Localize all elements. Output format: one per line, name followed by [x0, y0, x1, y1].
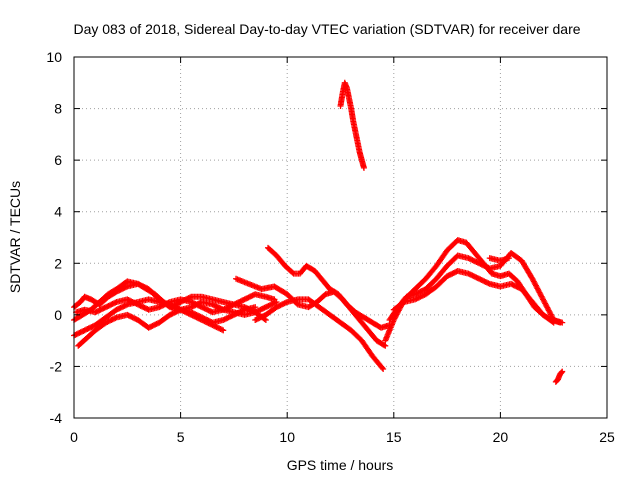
- y-tick-label: -2: [50, 358, 63, 374]
- series-track-g: [265, 244, 393, 331]
- grid: [74, 57, 607, 418]
- x-tick-label: 15: [386, 429, 402, 445]
- data-point: [273, 298, 280, 305]
- y-axis-ticks: -4 -2 0 2 4 6 8 10: [46, 49, 607, 426]
- y-tick-label: -4: [50, 410, 63, 426]
- y-tick-label: 2: [54, 255, 62, 271]
- data-point: [505, 255, 512, 262]
- data-point: [559, 368, 566, 375]
- data-point: [559, 319, 566, 326]
- x-tick-label: 0: [70, 429, 78, 445]
- data-point: [379, 364, 386, 371]
- series-track-n: [552, 368, 566, 385]
- data-point: [360, 164, 367, 171]
- y-tick-label: 4: [54, 204, 62, 220]
- series-track-k: [386, 249, 566, 326]
- series-track-i: [337, 79, 367, 171]
- data-point: [558, 369, 565, 376]
- series-track-h: [252, 296, 387, 373]
- y-tick-label: 8: [54, 101, 62, 117]
- data-point: [400, 299, 407, 306]
- x-tick-label: 10: [279, 429, 295, 445]
- plot-frame: [73, 56, 608, 419]
- x-tick-label: 20: [493, 429, 509, 445]
- x-tick-label: 5: [177, 429, 185, 445]
- data-point: [549, 318, 556, 325]
- series-track-e: [73, 296, 269, 324]
- y-tick-label: 6: [54, 152, 62, 168]
- data-point: [550, 319, 557, 326]
- data-points: [71, 79, 566, 385]
- data-point: [380, 366, 387, 373]
- data-point: [381, 342, 388, 349]
- chart-title: Day 083 of 2018, Sidereal Day-to-day VTE…: [73, 21, 580, 37]
- y-tick-label: 0: [54, 307, 62, 323]
- y-axis-label: SDTVAR / TECUs: [7, 181, 23, 293]
- x-axis-label: GPS time / hours: [287, 457, 394, 473]
- data-point: [220, 327, 227, 334]
- x-axis-ticks: 0 5 10 15 20 25: [70, 57, 615, 445]
- data-point: [289, 269, 296, 276]
- data-point: [262, 317, 269, 324]
- x-tick-label: 25: [599, 429, 615, 445]
- y-tick-label: 10: [46, 49, 62, 65]
- data-point: [252, 304, 259, 311]
- data-point: [382, 342, 389, 349]
- series-track-l: [390, 268, 557, 326]
- series-track-m: [486, 255, 512, 264]
